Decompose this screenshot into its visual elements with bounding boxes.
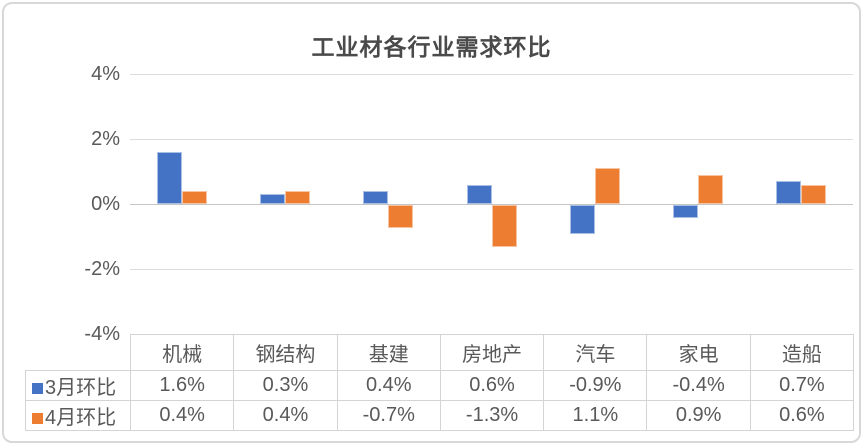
- bar-3月环比-汽车: [569, 205, 595, 235]
- value-cell-4月环比-汽车: 1.1%: [543, 400, 648, 431]
- gridline-4: [130, 74, 853, 75]
- legend-swatch-icon: [32, 383, 43, 394]
- chart-title: 工业材各行业需求环比: [311, 34, 552, 60]
- value-cell-4月环比-基建: -0.7%: [336, 400, 441, 431]
- y-axis-tick-label: 0%: [91, 193, 120, 215]
- y-axis-tick-label: -4%: [84, 323, 120, 345]
- value-cell-3月环比-汽车: -0.9%: [543, 370, 648, 401]
- bar-3月环比-家电: [673, 205, 699, 218]
- value-cell-4月环比-钢结构: 0.4%: [233, 400, 338, 431]
- bar-3月环比-房地产: [466, 184, 492, 204]
- value-cell-4月环比-机械: 0.4%: [129, 400, 235, 431]
- value-cell-3月环比-家电: -0.4%: [646, 370, 751, 401]
- value-cell-3月环比-造船: 0.7%: [749, 370, 855, 401]
- gridline-2: [130, 139, 853, 140]
- value-cell-4月环比-房地产: -1.3%: [439, 400, 545, 431]
- table-header-钢结构: 钢结构: [233, 334, 338, 371]
- series-label-cell: 3月环比: [25, 370, 131, 401]
- table-header-机械: 机械: [129, 334, 235, 371]
- series-label-cell: 4月环比: [25, 400, 131, 431]
- plot-area: 4% 2% 0% -2% -4%: [84, 63, 853, 345]
- value-cell-4月环比-造船: 0.6%: [749, 400, 855, 431]
- table-row-3月环比: 3月环比 1.6% 0.3% 0.4% 0.6% -0.9% -0.4% 0.7%: [25, 370, 855, 401]
- data-table: 机械 钢结构 基建 房地产 汽车 家电 造船 3月环比 1.6% 0.3% 0.4% 0.6% -0.9…: [25, 334, 855, 431]
- bar-4月环比-家电: [698, 174, 724, 204]
- bar-3月环比-钢结构: [259, 194, 285, 204]
- bar-3月环比-基建: [363, 191, 389, 204]
- table-header-造船: 造船: [749, 334, 855, 371]
- series-name: 3月环比: [45, 377, 117, 399]
- legend-swatch-icon: [32, 413, 43, 424]
- bar-4月环比-钢结构: [284, 191, 310, 204]
- table-header-基建: 基建: [336, 334, 441, 371]
- bar-4月环比-机械: [181, 191, 207, 204]
- table-row-4月环比: 4月环比 0.4% 0.4% -0.7% -1.3% 1.1% 0.9% 0.6%: [25, 400, 855, 431]
- y-axis-tick-label: -2%: [84, 258, 120, 280]
- bar-4月环比-基建: [388, 205, 414, 228]
- bar-4月环比-房地产: [491, 205, 517, 248]
- table-header-家电: 家电: [646, 334, 751, 371]
- value-cell-3月环比-钢结构: 0.3%: [233, 370, 338, 401]
- gridline-0: [130, 204, 853, 205]
- bar-4月环比-汽车: [594, 168, 620, 204]
- bar-3月环比-机械: [156, 152, 182, 204]
- y-axis-tick-label: 4%: [91, 63, 120, 85]
- y-axis-tick-label: 2%: [91, 128, 120, 150]
- bar-4月环比-造船: [801, 184, 827, 204]
- value-cell-3月环比-基建: 0.4%: [336, 370, 441, 401]
- table-header-汽车: 汽车: [543, 334, 648, 371]
- gridline--2: [130, 269, 853, 270]
- table-corner-cell: [26, 335, 131, 371]
- series-name: 4月环比: [45, 407, 117, 429]
- value-cell-3月环比-房地产: 0.6%: [439, 370, 545, 401]
- value-cell-4月环比-家电: 0.9%: [646, 400, 751, 431]
- value-cell-3月环比-机械: 1.6%: [129, 370, 235, 401]
- table-header-房地产: 房地产: [439, 334, 545, 371]
- bar-3月环比-造船: [776, 181, 802, 204]
